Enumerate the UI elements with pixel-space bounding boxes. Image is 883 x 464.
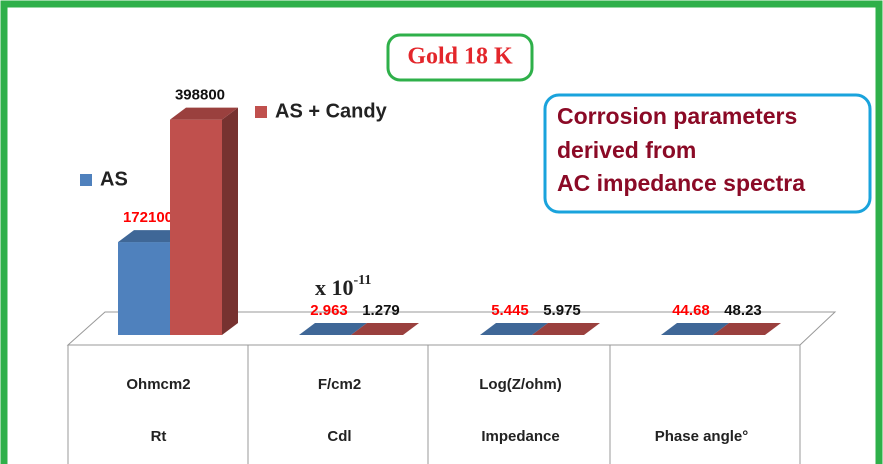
value-label: 5.445 — [491, 302, 529, 319]
bar-side — [403, 322, 419, 335]
annotation: derived from — [557, 137, 696, 163]
bar-top — [532, 322, 600, 335]
x-tick-label: Impedance — [481, 428, 559, 445]
annotation: AC impedance spectra — [557, 170, 805, 196]
bar-side — [584, 322, 600, 335]
value-label: 398800 — [175, 87, 225, 104]
multiplier-base: x 10 — [315, 275, 354, 300]
annotation: Corrosion parameters — [557, 103, 797, 129]
bar-top — [713, 322, 781, 335]
multiplier-exponent: -11 — [354, 273, 372, 288]
bar-top — [661, 322, 729, 335]
x-tick-label: Phase angle° — [655, 428, 749, 445]
x-unit-label: Ohmcm2 — [126, 376, 190, 393]
legend-swatch — [255, 106, 267, 118]
value-label: 172100 — [123, 209, 173, 226]
value-label: 1.279 — [362, 302, 400, 319]
bar-top — [118, 230, 186, 243]
bar — [713, 322, 781, 335]
bar-top — [480, 322, 548, 335]
annotation-box — [543, 93, 872, 214]
bar-side — [222, 107, 238, 335]
bar-top — [299, 322, 367, 335]
value-label: 48.23 — [724, 302, 762, 319]
chart-title: Gold 18 K — [407, 44, 513, 70]
x-unit-label: Log(Z/ohm) — [479, 376, 561, 393]
x-tick-label: Cdl — [327, 428, 351, 445]
legend-label: AS — [100, 168, 128, 190]
x-unit-label: F/cm2 — [318, 376, 361, 393]
legend-label: AS + Candy — [275, 100, 388, 122]
value-label: 2.963 — [310, 302, 348, 319]
bar-front — [170, 119, 222, 335]
bar — [351, 322, 419, 335]
multiplier: x 10-11 — [315, 273, 371, 300]
value-label: 5.975 — [543, 302, 581, 319]
x-tick-label: Rt — [151, 428, 167, 445]
bar — [170, 107, 238, 335]
bar-side — [765, 322, 781, 335]
bar-top — [170, 107, 238, 120]
table-grid — [67, 345, 801, 464]
value-label: 44.68 — [672, 302, 710, 319]
title-box — [386, 33, 534, 82]
bar-top — [351, 322, 419, 335]
bar-front — [118, 242, 170, 335]
legend-swatch — [80, 174, 92, 186]
bar — [532, 322, 600, 335]
